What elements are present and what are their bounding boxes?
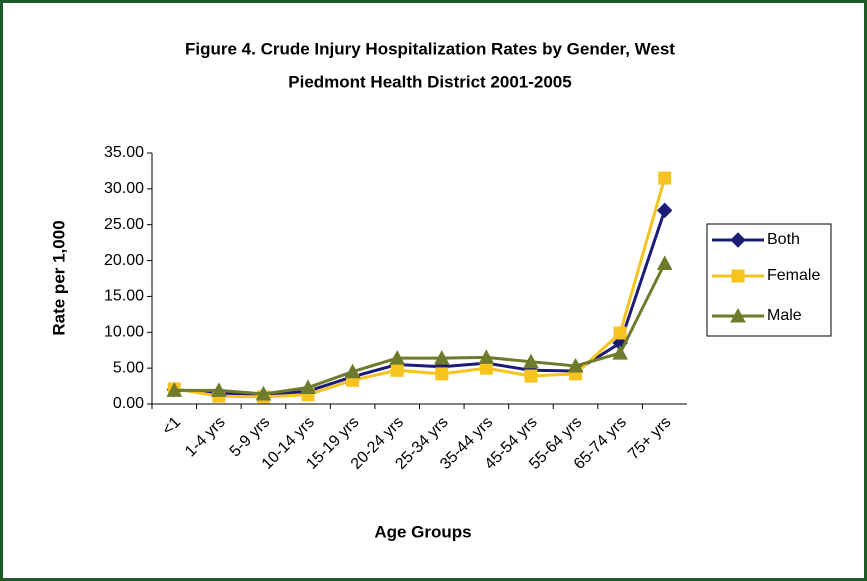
y-tick-label: 0.00 xyxy=(113,395,144,412)
marker xyxy=(211,382,227,397)
marker xyxy=(656,255,673,270)
legend-label: Male xyxy=(767,307,802,324)
marker xyxy=(389,350,406,365)
marker xyxy=(567,357,584,373)
marker xyxy=(344,363,361,379)
marker xyxy=(731,269,745,283)
marker xyxy=(433,350,450,365)
marker xyxy=(166,382,183,397)
y-tick-label: 15.00 xyxy=(104,288,144,305)
y-axis-label: Rate per 1,000 xyxy=(49,220,68,335)
series-line xyxy=(174,177,667,399)
marker xyxy=(730,232,746,248)
y-tick-label: 30.00 xyxy=(104,180,144,197)
marker xyxy=(255,385,272,401)
marker xyxy=(479,361,493,375)
marker xyxy=(390,363,404,377)
y-tick-label: 25.00 xyxy=(104,216,144,233)
marker xyxy=(657,202,673,219)
series-line xyxy=(174,262,667,396)
x-axis-label: Age Groups xyxy=(374,522,471,541)
marker xyxy=(524,369,538,383)
legend-label: Female xyxy=(767,267,820,284)
y-tick-label: 35.00 xyxy=(104,144,144,161)
y-tick-label: 5.00 xyxy=(113,359,144,376)
y-tick-label: 10.00 xyxy=(104,324,144,341)
marker xyxy=(523,353,539,369)
legend-label: Both xyxy=(767,231,800,248)
marker xyxy=(613,326,627,340)
marker xyxy=(435,367,449,381)
marker xyxy=(300,379,316,395)
chart-title: Figure 4. Crude Injury Hospitalization R… xyxy=(185,39,675,58)
marker xyxy=(612,345,628,360)
y-tick-label: 20.00 xyxy=(104,252,144,269)
chart-title: Piedmont Health District 2001-2005 xyxy=(288,72,571,91)
marker xyxy=(730,307,746,323)
marker xyxy=(658,171,672,185)
marker xyxy=(478,349,495,364)
